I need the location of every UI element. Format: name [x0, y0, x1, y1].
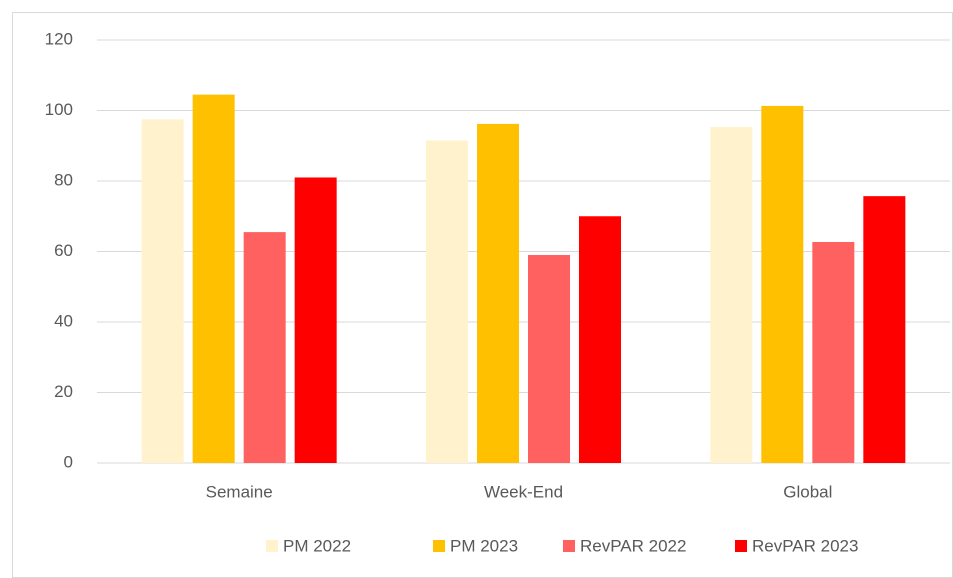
bar — [141, 119, 184, 463]
y-tick-label: 100 — [45, 100, 73, 119]
bar — [528, 255, 570, 463]
bar — [812, 241, 855, 463]
legend-swatch — [266, 540, 278, 552]
legend-label: RevPAR 2022 — [580, 536, 686, 555]
legend-label: RevPAR 2023 — [752, 536, 858, 555]
legend-swatch — [735, 540, 747, 552]
bar — [761, 105, 804, 463]
bar — [243, 232, 286, 463]
bar — [426, 140, 468, 463]
legend-label: PM 2023 — [450, 536, 518, 555]
bar — [192, 94, 235, 463]
y-tick-label: 20 — [54, 382, 73, 401]
y-tick-label: 60 — [54, 241, 73, 260]
y-tick-label: 120 — [45, 29, 73, 48]
bar — [294, 177, 337, 463]
y-tick-label: 0 — [64, 452, 73, 471]
bar — [579, 216, 621, 463]
bar — [710, 127, 753, 463]
bar — [477, 123, 519, 464]
y-tick-label: 40 — [54, 311, 73, 330]
legend-swatch — [433, 540, 445, 552]
bar — [863, 196, 906, 463]
legend-label: PM 2022 — [283, 536, 351, 555]
x-tick-label: Week-End — [484, 482, 563, 501]
x-tick-label: Semaine — [206, 482, 273, 501]
x-tick-label: Global — [783, 482, 832, 501]
legend-swatch — [563, 540, 575, 552]
y-tick-label: 80 — [54, 170, 73, 189]
